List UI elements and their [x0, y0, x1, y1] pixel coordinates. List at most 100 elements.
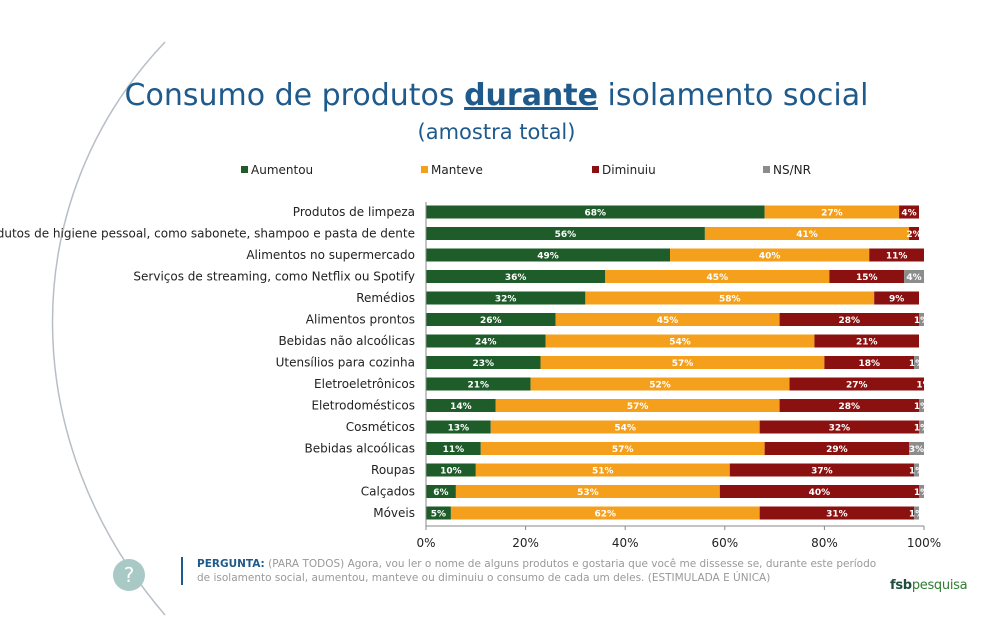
brand-part2: pesquisa [911, 578, 968, 593]
legend-label-2: Diminuiu [602, 163, 656, 177]
bar-segment-1-14 [450, 506, 760, 520]
bar-segment-1-11 [480, 442, 765, 455]
category-label-7: Utensílios para cozinha [276, 356, 415, 370]
question-icon: ? [113, 559, 145, 591]
data-label-3-5: 1% [914, 316, 929, 326]
data-label-2-4: 9% [889, 295, 904, 305]
bar-segment-1-0 [764, 205, 900, 219]
bar-segment-0-13 [426, 485, 456, 498]
bar-segment-2-6 [814, 334, 920, 348]
title-emphasis: durante [464, 78, 598, 113]
data-label-3-11: 3% [909, 445, 924, 455]
category-label-14: Móveis [373, 506, 415, 520]
bar-segment-0-11 [426, 442, 481, 455]
bar-segment-2-0 [899, 205, 920, 219]
category-label-12: Roupas [371, 463, 415, 477]
legend-label-3: NS/NR [773, 163, 811, 177]
bar-segment-2-10 [759, 420, 920, 434]
bar-segment-1-3 [605, 270, 830, 283]
data-label-1-4: 58% [719, 295, 741, 305]
data-label-0-12: 10% [440, 467, 462, 477]
category-label-0: Produtos de limpeza [293, 205, 415, 219]
data-label-2-1: 2% [906, 230, 921, 240]
data-label-1-14: 62% [595, 510, 617, 520]
x-tick-label-0: 0% [416, 536, 435, 550]
bar-segment-1-2 [670, 248, 870, 262]
data-label-2-13: 40% [809, 488, 831, 498]
bar-segment-1-1 [704, 227, 910, 240]
data-label-1-9: 57% [627, 402, 649, 412]
data-label-1-2: 40% [759, 252, 781, 262]
brand-part1: fsb [890, 578, 912, 593]
bar-segment-3-9 [919, 399, 924, 412]
bar-segment-0-1 [426, 227, 705, 240]
data-label-1-12: 51% [592, 467, 614, 477]
bar-segment-2-7 [824, 356, 915, 369]
legend-label-0: Aumentou [251, 163, 313, 177]
bar-segment-1-8 [530, 377, 790, 391]
data-label-2-2: 11% [886, 252, 908, 262]
bar-segment-0-0 [426, 205, 765, 219]
data-label-1-10: 54% [614, 424, 636, 434]
bar-segment-1-10 [490, 420, 760, 434]
page-subtitle: (amostra total) [417, 120, 576, 144]
question-text: (PARA TODOS) Agora, vou ler o nome de al… [197, 558, 877, 584]
stacked-bar-chart: Aumentou Manteve Diminuiu NS/NR Produtos de … [0, 163, 941, 550]
data-label-3-12: 1% [909, 467, 924, 477]
brand-logo: fsbpesquisa [890, 578, 968, 593]
category-label-11: Bebidas alcoólicas [305, 442, 415, 456]
data-label-0-4: 32% [495, 295, 517, 305]
data-label-0-3: 36% [505, 273, 527, 283]
data-label-0-2: 49% [537, 252, 559, 262]
bar-segment-1-5 [555, 313, 780, 326]
data-label-0-9: 14% [450, 402, 472, 412]
data-label-0-11: 11% [443, 445, 465, 455]
category-label-4: Remédios [356, 291, 415, 305]
data-label-0-10: 13% [448, 424, 470, 434]
data-label-2-14: 31% [826, 510, 848, 520]
data-label-0-5: 26% [480, 316, 502, 326]
data-label-3-8: 1% [916, 381, 931, 391]
category-label-9: Eletrodomésticos [311, 399, 415, 413]
data-label-1-5: 45% [657, 316, 679, 326]
bar-segment-1-9 [495, 399, 780, 412]
data-label-2-6: 21% [856, 338, 878, 348]
x-tick-label-1: 20% [512, 536, 539, 550]
bar-segment-2-13 [719, 485, 920, 498]
bar-segment-1-4 [585, 291, 875, 305]
data-label-2-8: 27% [846, 381, 868, 391]
x-tick-label-5: 100% [907, 536, 941, 550]
data-label-1-7: 57% [672, 359, 694, 369]
bar-segment-2-2 [869, 248, 924, 262]
data-label-0-13: 6% [433, 488, 448, 498]
data-label-3-7: 1% [909, 359, 924, 369]
category-label-3: Serviços de streaming, como Netflix ou S… [133, 270, 415, 284]
category-label-1: Produtos de higiene pessoal, como sabone… [0, 227, 415, 241]
bar-segment-3-5 [919, 313, 924, 326]
category-label-6: Bebidas não alcoólicas [278, 334, 415, 348]
bar-segment-2-1 [909, 227, 920, 240]
bar-segment-0-14 [426, 506, 451, 520]
bar-segment-3-11 [909, 442, 924, 455]
legend-swatch-0 [241, 166, 248, 173]
legend-swatch-3 [763, 166, 770, 173]
bar-segment-0-2 [426, 248, 671, 262]
data-label-2-5: 28% [839, 316, 861, 326]
data-label-2-12: 37% [811, 467, 833, 477]
data-label-0-8: 21% [468, 381, 490, 391]
data-label-3-10: 1% [914, 424, 929, 434]
bar-segment-3-7 [914, 356, 920, 369]
bar-segment-3-12 [914, 463, 920, 477]
x-tick-label-2: 40% [612, 536, 639, 550]
data-label-3-13: 1% [914, 488, 929, 498]
question-label: PERGUNTA: [197, 558, 265, 570]
bar-segment-0-12 [426, 463, 476, 477]
data-label-2-3: 15% [856, 273, 878, 283]
x-tick-label-3: 60% [711, 536, 738, 550]
data-label-1-11: 57% [612, 445, 634, 455]
data-label-1-0: 27% [821, 209, 843, 219]
x-tick-label-4: 80% [811, 536, 838, 550]
data-label-1-1: 41% [796, 230, 818, 240]
data-label-0-7: 23% [472, 359, 494, 369]
page-title: Consumo de produtos durante isolamento s… [0, 78, 993, 113]
